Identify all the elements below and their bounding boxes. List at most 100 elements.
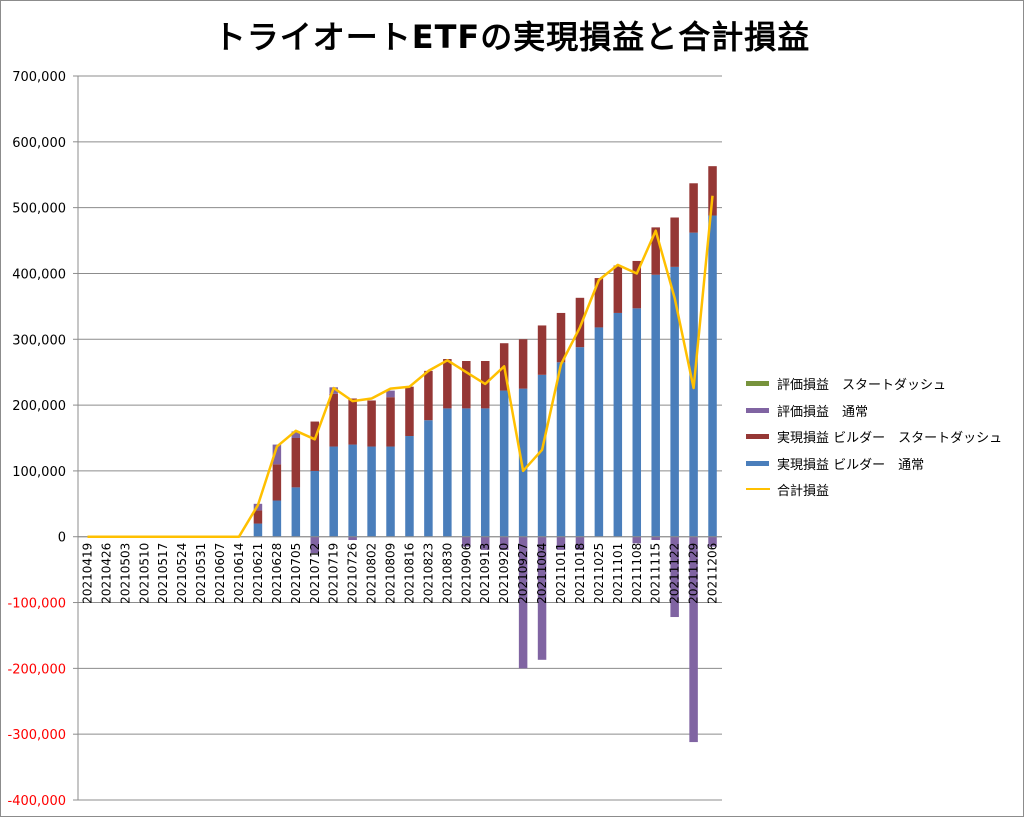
bar-segment: [651, 227, 660, 275]
x-tick-label: 20210524: [175, 543, 189, 604]
x-tick-label: 20211108: [630, 543, 644, 604]
bar-segment: [424, 370, 433, 421]
bar-segment: [518, 339, 528, 389]
x-tick-label: 20211025: [592, 543, 606, 604]
bar-segment: [462, 360, 471, 409]
bar-segment: [386, 397, 395, 447]
x-tick-label: 20210719: [327, 543, 341, 604]
bar-segment: [670, 536, 679, 618]
bar-segment: [253, 510, 263, 524]
x-tick-label: 20210830: [440, 543, 454, 604]
bar-segment: [537, 536, 547, 660]
x-tick-label: 20211122: [668, 543, 682, 604]
total-line-path: [87, 195, 714, 538]
y-tick-label: -200,000: [8, 662, 66, 677]
y-tick-label: 400,000: [12, 267, 66, 282]
bar-segment: [575, 536, 585, 550]
bar-segment: [689, 536, 698, 743]
x-tick-label: 20211115: [649, 543, 663, 604]
bar-segment: [651, 536, 660, 541]
y-tick-label: 200,000: [12, 399, 66, 414]
bar-segment: [499, 390, 509, 537]
bar-segment: [537, 374, 547, 537]
bar-segment: [632, 260, 642, 309]
legend: 評価損益 スタートダッシュ 評価損益 通常実現損益 ビルダー スタートダッシュ実現…: [746, 374, 1022, 507]
bar-segment: [291, 438, 301, 488]
bar-segment: [632, 536, 642, 544]
x-tick-label: 20210517: [156, 543, 170, 604]
bar-segment: [651, 274, 660, 537]
legend-label: 合計損益: [777, 484, 830, 499]
x-tick-label: 20211011: [554, 543, 568, 604]
legend-label: 実現損益 ビルダー スタートダッシュ: [777, 431, 1003, 446]
x-tick-label: 20210823: [421, 543, 435, 604]
bar-segment: [556, 362, 566, 537]
legend-swatch: [746, 434, 769, 439]
x-tick-label: 20210726: [346, 543, 360, 604]
bar-segment: [272, 444, 282, 465]
bar-segment: [594, 278, 604, 328]
bar-segment: [670, 217, 679, 267]
x-tick-label: 20211129: [687, 543, 701, 604]
bar-segment: [443, 359, 452, 409]
bar-segment: [575, 297, 585, 348]
bar-segment: [594, 327, 604, 537]
bar-segment: [480, 536, 490, 550]
bar-segment: [310, 536, 320, 554]
bar-segment: [367, 400, 376, 447]
bar-segment: [329, 393, 338, 447]
x-tick-label: 20210426: [99, 543, 113, 604]
chart-title: トライオートETFの実現損益と合計損益: [213, 18, 811, 56]
bar-segment: [348, 444, 357, 537]
x-tick-label: 20210920: [497, 543, 511, 604]
bar-segment: [272, 500, 282, 537]
bar-segment: [689, 183, 698, 233]
bar-segment: [708, 215, 717, 537]
x-tick-label: 20210503: [118, 543, 132, 604]
x-tick-label: 20210802: [365, 543, 379, 604]
x-tick-label: 20210628: [270, 543, 284, 604]
bar-segment: [670, 266, 679, 537]
x-tick-label: 20210913: [478, 543, 492, 604]
bar-segment: [348, 536, 357, 541]
bar-segment: [556, 312, 566, 363]
x-tick-label: 20211018: [573, 543, 587, 604]
bar-segment: [518, 536, 528, 669]
x-tick-label: 20210809: [384, 543, 398, 604]
legend-item: 評価損益 通常: [746, 401, 1022, 428]
bar-segment: [405, 436, 414, 537]
x-tick-label: 20211101: [611, 543, 625, 604]
y-tick-label: 500,000: [12, 202, 66, 217]
legend-label: 評価損益 スタートダッシュ: [777, 378, 947, 393]
legend-item: 実現損益 ビルダー 通常: [746, 454, 1022, 481]
y-tick-label: 300,000: [12, 333, 66, 348]
bar-segment: [462, 536, 471, 547]
bar-segment: [499, 536, 509, 550]
x-axis: 20210419 20210426 20210503 20210510 20210517…: [78, 536, 722, 604]
legend-swatch: [746, 460, 769, 466]
x-tick-label: 20210816: [402, 543, 416, 604]
x-tick-label: 20210419: [80, 543, 94, 604]
x-tick-label: 20210510: [137, 543, 151, 604]
bar-segment: [348, 398, 357, 445]
bar-segment: [291, 431, 301, 438]
y-tick-label: 600,000: [12, 136, 66, 151]
bar-segment: [272, 464, 282, 501]
bar-segment: [310, 421, 320, 471]
legend-swatch: [746, 407, 769, 413]
bar-segment: [367, 446, 376, 537]
bar-segment: [518, 388, 528, 537]
x-tick-label: 20210621: [251, 543, 265, 604]
x-tick-label: 20210712: [308, 543, 322, 604]
x-tick-label: 20210607: [213, 543, 227, 604]
x-tick-label: 20210906: [459, 543, 473, 604]
bar-segment: [708, 166, 717, 216]
bar-segment: [613, 265, 623, 313]
legend-item: 実現損益 ビルダー スタートダッシュ: [746, 427, 1022, 454]
bar-segment: [462, 408, 471, 537]
y-tick-label: 700,000: [12, 70, 66, 85]
legend-label: 評価損益 通常: [777, 404, 869, 420]
bar-segment: [537, 325, 547, 375]
gridlines: [78, 75, 722, 801]
